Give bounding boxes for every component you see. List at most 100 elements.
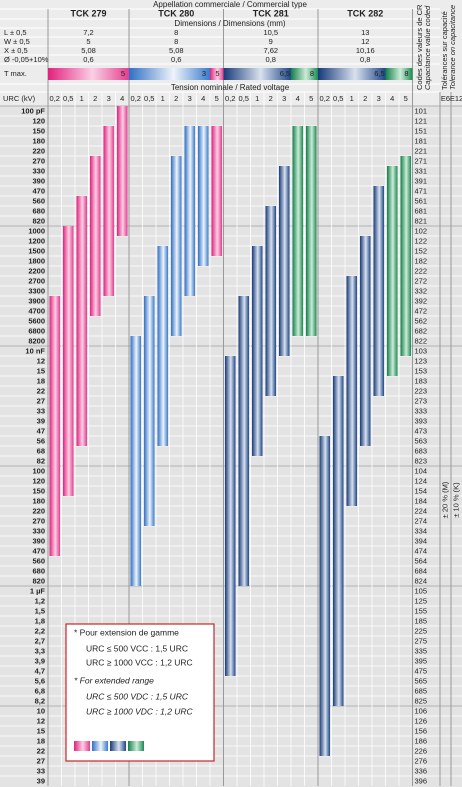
capacitance-label: 1 µF xyxy=(30,586,46,595)
range-bar xyxy=(63,226,74,496)
capacitance-label: 15 xyxy=(37,726,45,735)
capacitance-label: 100 xyxy=(32,466,45,475)
range-bar xyxy=(306,126,317,336)
value-code: 184 xyxy=(415,496,428,505)
voltage-label: 1 xyxy=(350,94,354,103)
voltage-label: 1 xyxy=(161,94,165,103)
value-code: 226 xyxy=(415,746,428,755)
voltage-label: 0,5 xyxy=(63,94,73,103)
value-code: 102 xyxy=(415,226,428,235)
legend-text: URC ≤ 500 VDC : 1,5 URC xyxy=(86,691,189,701)
tmax-value: 5 xyxy=(215,69,219,78)
capacitance-label: 68 xyxy=(37,446,45,455)
capacitance-label: 18 xyxy=(37,376,45,385)
capacitance-label: 4700 xyxy=(28,306,45,315)
value-code: 333 xyxy=(415,406,428,415)
voltage-label: 3 xyxy=(377,94,381,103)
value-code: 182 xyxy=(415,256,428,265)
label: 0,8 xyxy=(266,55,276,64)
capacitance-label: 330 xyxy=(32,166,45,175)
value-code: 101 xyxy=(415,106,428,115)
legend-text: * Pour extension de gamme xyxy=(74,627,179,637)
label: 7,62 xyxy=(263,46,278,55)
voltage-label: 0,2 xyxy=(225,94,235,103)
value-code: 121 xyxy=(415,116,428,125)
voltage-label: 3 xyxy=(282,94,286,103)
value-code: 273 xyxy=(415,396,428,405)
label: T max. xyxy=(4,69,27,78)
range-bar xyxy=(198,126,209,266)
voltage-label: 2 xyxy=(174,94,178,103)
label: L ± 0,5 xyxy=(4,28,27,37)
value-code: 821 xyxy=(415,216,428,225)
voltage-label: 1 xyxy=(255,94,259,103)
capacitance-label: 2700 xyxy=(28,276,45,285)
capacitance-label: 180 xyxy=(32,496,45,505)
value-code: 335 xyxy=(415,646,428,655)
capacitance-label: 12 xyxy=(37,356,45,365)
value-code: 123 xyxy=(415,356,428,365)
capacitance-label: 470 xyxy=(32,546,45,555)
value-code: 391 xyxy=(415,176,428,185)
capacitance-label: 18 xyxy=(37,736,45,745)
range-bar xyxy=(49,296,60,556)
capacitance-label: 390 xyxy=(32,536,45,545)
voltage-label: 0,2 xyxy=(131,94,141,103)
tmax-value: 8 xyxy=(310,69,314,78)
capacitance-label: 120 xyxy=(32,116,45,125)
value-code: 225 xyxy=(415,626,428,635)
capacitance-label: 820 xyxy=(32,216,45,225)
value-code: 822 xyxy=(415,336,428,345)
label: 0,8 xyxy=(360,55,370,64)
range-bar xyxy=(225,356,236,676)
value-code: 125 xyxy=(415,596,428,605)
product-name: TCK 279 xyxy=(70,8,106,18)
capacitance-label: 6,8 xyxy=(35,686,45,695)
capacitance-label: 3300 xyxy=(28,286,45,295)
range-bar xyxy=(265,206,276,396)
label: X ± 0,5 xyxy=(4,46,28,55)
capacitance-label: 2,2 xyxy=(35,626,45,635)
value-code: 336 xyxy=(415,766,428,775)
label: 12 xyxy=(361,37,369,46)
value-code: 683 xyxy=(415,446,428,455)
capacitance-label: 680 xyxy=(32,566,45,575)
value-code: 223 xyxy=(415,386,428,395)
capacitance-label: 2,7 xyxy=(35,636,45,645)
voltage-label: 4 xyxy=(201,94,205,103)
value-code: 153 xyxy=(415,366,428,375)
range-bar xyxy=(184,126,195,296)
value-code: 334 xyxy=(415,526,428,535)
tmax-value: 8 xyxy=(404,69,408,78)
capacitance-label: 3,3 xyxy=(35,646,45,655)
value-code: 473 xyxy=(415,426,428,435)
capacitance-label: 33 xyxy=(37,766,45,775)
range-bar xyxy=(157,246,168,446)
tmax-value: 6,5 xyxy=(280,69,290,78)
capacitance-label: 150 xyxy=(32,126,45,135)
capacitance-label: 39 xyxy=(37,416,45,425)
labels: Appellation commerciale / Commercial typ… xyxy=(3,0,462,785)
capacitance-label: 270 xyxy=(32,516,45,525)
capacitance-label: 100 pF xyxy=(21,106,45,115)
label: 0,6 xyxy=(171,55,181,64)
value-code: 394 xyxy=(415,536,428,545)
value-code: 562 xyxy=(415,316,428,325)
label: 7,2 xyxy=(83,28,93,37)
tmax-strip xyxy=(291,68,318,80)
label: W ± 0,5 xyxy=(4,37,30,46)
swatch xyxy=(128,741,144,751)
capacitance-label: 560 xyxy=(32,556,45,565)
product-name: TCK 280 xyxy=(158,8,194,18)
range-bar xyxy=(346,276,357,506)
capacitance-label: 15 xyxy=(37,366,45,375)
capacitance-label: 470 xyxy=(32,186,45,195)
tmax-strip xyxy=(210,68,224,80)
tmax-strip xyxy=(385,68,413,80)
label: E6 xyxy=(441,94,450,103)
label: 5,08 xyxy=(81,46,96,55)
vertical-title: Capacitance value coded xyxy=(423,5,432,90)
product-name: TCK 281 xyxy=(253,8,289,18)
value-code: 395 xyxy=(415,656,428,665)
